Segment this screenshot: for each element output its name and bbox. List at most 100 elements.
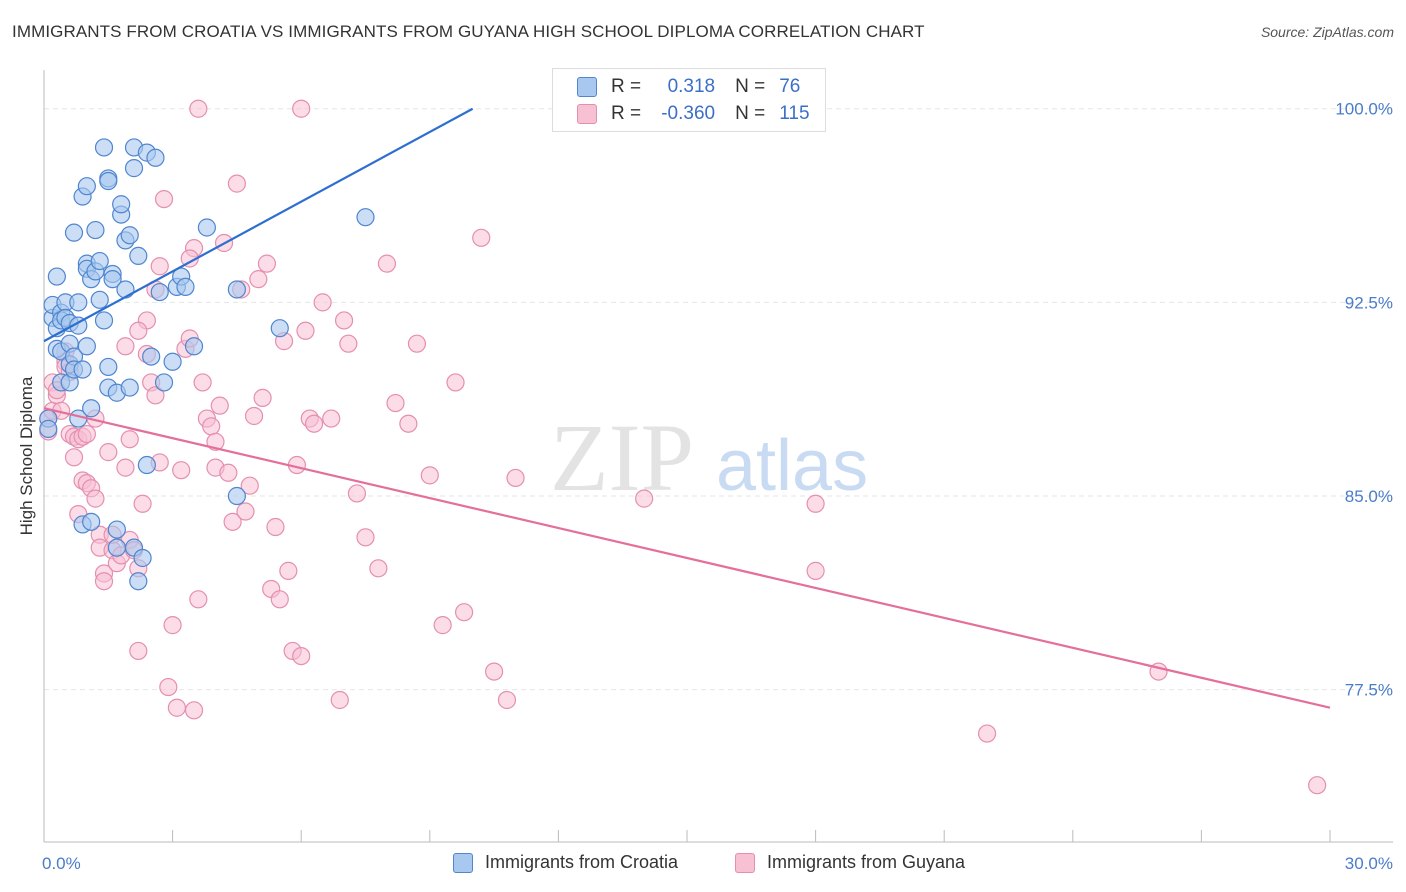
croatia-point xyxy=(120,226,139,245)
croatia-point xyxy=(163,352,182,371)
guyana-point xyxy=(347,484,367,503)
guyana-swatch xyxy=(735,852,755,873)
croatia-point xyxy=(99,171,118,191)
guyana-point xyxy=(339,334,358,353)
croatia-point xyxy=(107,520,126,539)
croatia-point xyxy=(39,419,58,438)
croatia-point xyxy=(227,280,246,299)
stats-legend: R = 0.318 N = 76 R = -0.360 N = 115 xyxy=(552,68,826,132)
axes xyxy=(43,70,1393,843)
y-tick-label: 85.0% xyxy=(1345,487,1393,506)
legend-row-guyana: R = -0.360 N = 115 xyxy=(577,101,810,127)
legend-r-label: R = xyxy=(611,76,642,97)
guyana-point xyxy=(635,489,654,508)
guyana-point xyxy=(420,466,439,485)
bottom-legend-croatia: Immigrants from Croatia xyxy=(453,852,678,873)
croatia-point xyxy=(356,208,375,227)
guyana-point xyxy=(296,321,315,340)
guyana-point xyxy=(193,373,212,392)
guyana-point xyxy=(334,311,354,330)
croatia-point xyxy=(129,246,148,265)
guyana-point xyxy=(1308,776,1327,795)
guyana-point xyxy=(189,99,208,118)
guyana-point xyxy=(977,724,997,743)
guyana-point xyxy=(223,512,242,531)
legend-n-label: N = xyxy=(735,76,766,97)
guyana-point xyxy=(64,448,84,467)
croatia-point xyxy=(150,282,169,302)
croatia-point xyxy=(90,251,109,271)
guyana-point xyxy=(399,414,418,433)
grid-lines xyxy=(44,108,1393,691)
guyana-point xyxy=(120,430,139,449)
guyana-point xyxy=(253,388,272,408)
croatia-point xyxy=(112,195,131,214)
croatia-point xyxy=(77,337,96,356)
watermark: ZIP atlas xyxy=(550,404,868,511)
watermark-zip: ZIP xyxy=(550,404,694,511)
croatia-point xyxy=(142,347,161,366)
x-tick-label: 0.0% xyxy=(42,854,81,873)
guyana-point xyxy=(219,463,238,482)
guyana-point xyxy=(167,698,186,717)
croatia-trend-line xyxy=(43,107,474,343)
croatia-point xyxy=(64,223,84,242)
guyana-point xyxy=(304,414,324,433)
croatia-point xyxy=(86,220,105,240)
legend-r-label: R = xyxy=(611,103,642,124)
y-tick-label: 100.0% xyxy=(1335,100,1393,119)
guyana-point xyxy=(292,647,311,666)
croatia-point xyxy=(99,357,118,377)
y-axis-label: High School Diploma xyxy=(17,376,36,535)
guyana-point xyxy=(133,494,152,513)
croatia-point xyxy=(73,360,92,379)
bottom-legend-croatia-label: Immigrants from Croatia xyxy=(485,852,679,872)
croatia-point xyxy=(69,293,88,312)
croatia-point xyxy=(197,218,216,237)
guyana-point xyxy=(433,616,452,635)
guyana-point xyxy=(146,386,165,405)
croatia-point xyxy=(90,290,109,309)
bottom-legend-guyana-label: Immigrants from Guyana xyxy=(767,852,966,872)
croatia-point xyxy=(103,270,122,289)
guyana-point xyxy=(497,690,517,710)
guyana-point xyxy=(159,677,178,697)
guyana-point xyxy=(236,502,255,521)
guyana-point xyxy=(150,257,169,276)
chart-title: IMMIGRANTS FROM CROATIA VS IMMIGRANTS FR… xyxy=(12,22,925,41)
guyana-point xyxy=(279,561,298,580)
legend-n-value: 115 xyxy=(779,103,810,124)
source-label: Source: ZipAtlas.com xyxy=(1260,24,1394,40)
y-tick-label: 77.5% xyxy=(1345,681,1393,700)
guyana-point xyxy=(86,489,105,508)
guyana-point xyxy=(407,334,427,353)
bottom-legend-guyana: Immigrants from Guyana xyxy=(735,852,965,873)
guyana-point xyxy=(369,559,388,578)
x-tick-label: 30.0% xyxy=(1345,854,1393,873)
guyana-point xyxy=(472,228,491,247)
guyana-point xyxy=(506,468,525,488)
croatia-point xyxy=(184,337,204,356)
croatia-point xyxy=(120,378,139,397)
legend-n-value: 76 xyxy=(779,76,801,97)
croatia-point xyxy=(133,548,152,568)
guyana-point xyxy=(240,476,259,495)
croatia-points xyxy=(39,138,375,591)
guyana-point xyxy=(116,337,135,356)
croatia-swatch xyxy=(453,852,473,873)
guyana-point xyxy=(249,270,268,289)
guyana-point xyxy=(356,528,375,547)
croatia-point xyxy=(94,311,114,330)
guyana-point xyxy=(189,590,208,609)
croatia-point xyxy=(82,512,101,531)
guyana-point xyxy=(377,254,397,273)
guyana-point xyxy=(210,396,229,415)
croatia-point xyxy=(146,148,165,167)
y-tick-label: 92.5% xyxy=(1345,293,1393,312)
guyana-swatch xyxy=(577,104,597,124)
guyana-point xyxy=(386,393,405,413)
guyana-point xyxy=(446,373,465,392)
guyana-point xyxy=(172,461,191,480)
croatia-point xyxy=(270,319,289,338)
guyana-point xyxy=(129,321,148,340)
